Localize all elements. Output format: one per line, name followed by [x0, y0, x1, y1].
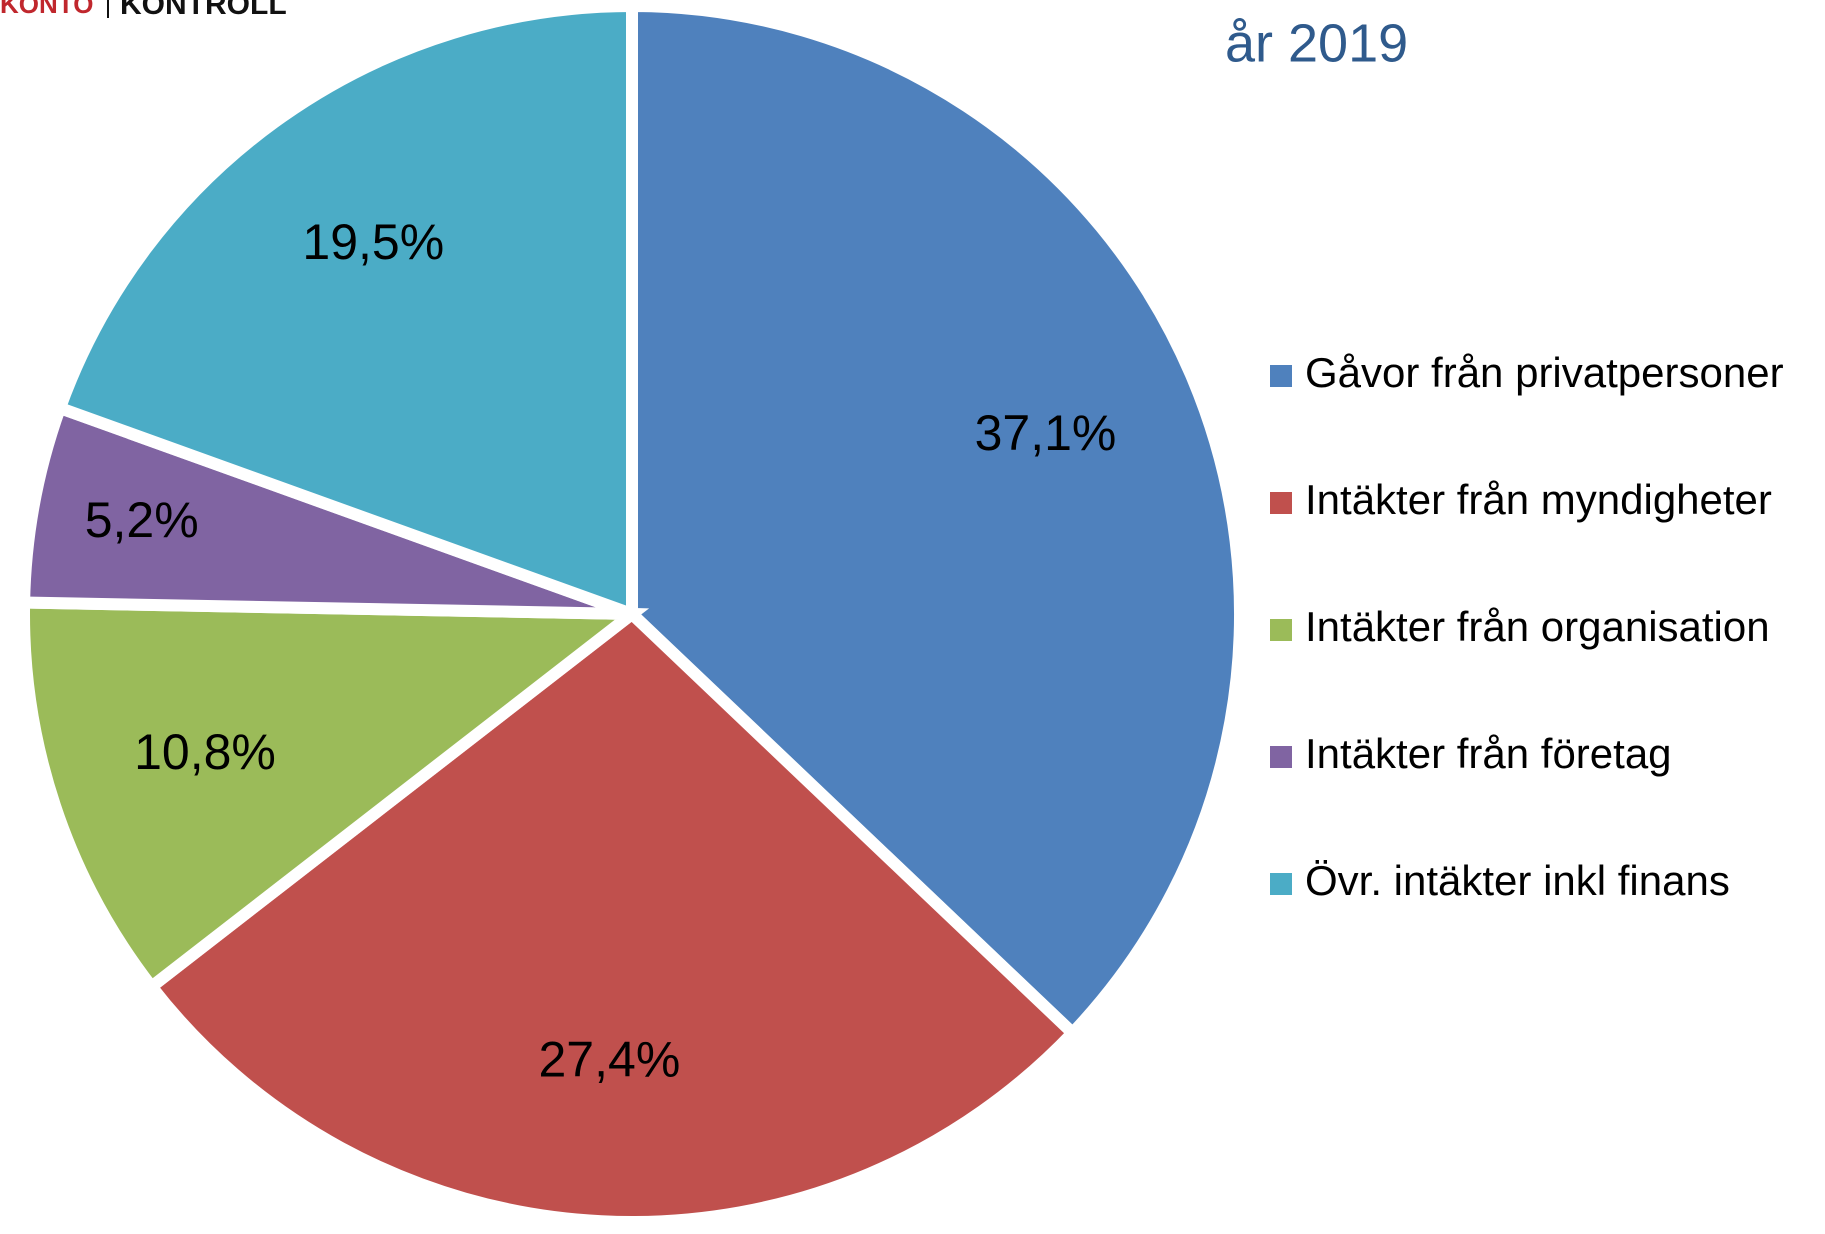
legend-label: Intäkter från företag: [1305, 730, 1672, 777]
pie-slice: [52, 0, 638, 623]
legend-swatch: [1270, 746, 1292, 768]
legend-label: Gåvor från privatpersoner: [1305, 349, 1784, 396]
pie-slice: [143, 606, 1082, 1228]
legend-swatch: [1270, 365, 1292, 387]
data-label: 27,4%: [539, 1032, 681, 1088]
pie-slice: [626, 0, 1246, 1042]
legend-label: Intäkter från myndigheter: [1305, 476, 1772, 523]
legend-label: Intäkter från organisation: [1305, 603, 1770, 650]
logo-left: KONTO: [0, 0, 93, 19]
legend-label: Övr. intäkter inkl finans: [1305, 857, 1730, 904]
legend-swatch: [1270, 492, 1292, 514]
pie-slice: [18, 596, 650, 996]
chart-title: år 2019: [1225, 13, 1408, 73]
data-label: 5,2%: [85, 492, 199, 548]
legend-swatch: [1270, 873, 1292, 895]
data-label: 10,8%: [134, 724, 276, 780]
data-label: 19,5%: [302, 214, 444, 270]
data-label: 37,1%: [975, 405, 1117, 461]
logo-right: KONTROLL: [120, 0, 287, 21]
legend-swatch: [1270, 619, 1292, 641]
